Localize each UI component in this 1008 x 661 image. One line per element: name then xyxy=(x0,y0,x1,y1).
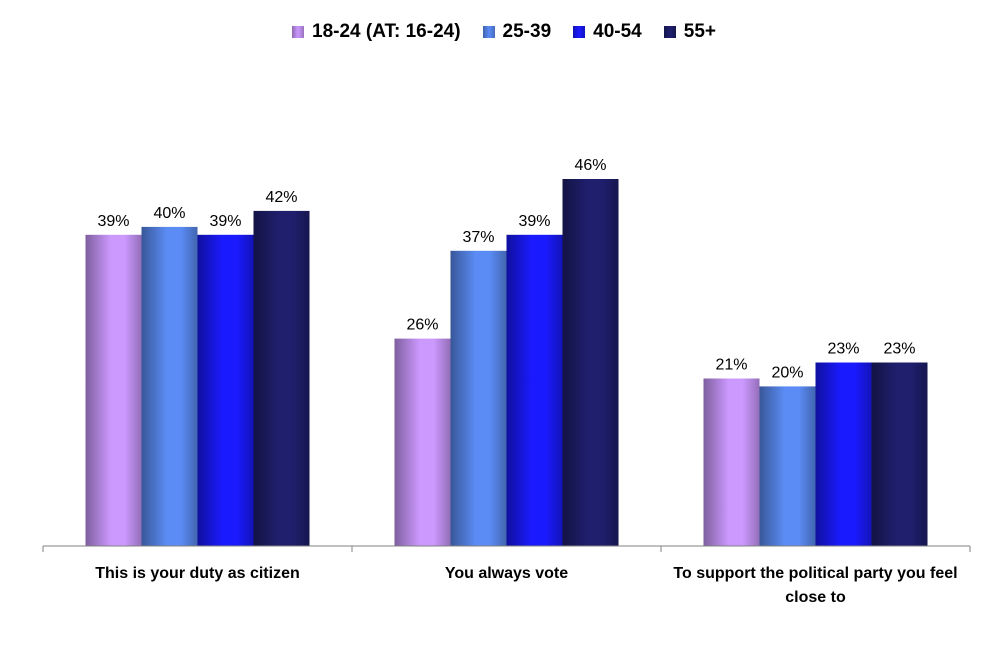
legend-label-18-24: 18-24 (AT: 16-24) xyxy=(312,21,461,42)
bar-c0-s3 xyxy=(253,210,310,546)
value-label-c1-s1: 37% xyxy=(462,229,494,246)
x-axis xyxy=(42,545,971,552)
legend: 18-24 (AT: 16-24) 25-39 40-54 55+ xyxy=(0,18,1008,46)
bar-c0-s0 xyxy=(85,234,142,547)
bars-group: 39% 40% 39% 42% 26% 37% 39% 46% 21% 20% 23% 23% xyxy=(85,157,928,547)
bar-c1-s0 xyxy=(394,338,451,546)
legend-item-40-54: 40-54 xyxy=(573,21,642,43)
value-label-c2-s1: 20% xyxy=(771,364,803,381)
bar-c2-s0 xyxy=(703,378,760,546)
value-label-c2-s3: 23% xyxy=(883,341,915,358)
legend-item-55-plus: 55+ xyxy=(663,21,716,43)
value-label-c1-s0: 26% xyxy=(406,317,438,334)
bar-c2-s2 xyxy=(815,362,872,546)
value-label-c2-s2: 23% xyxy=(827,341,859,358)
legend-item-25-39: 25-39 xyxy=(482,21,552,43)
legend-swatch-25-39 xyxy=(482,26,495,38)
value-label-c0-s2: 39% xyxy=(209,213,241,230)
value-label-c0-s0: 39% xyxy=(97,213,129,230)
value-label-c0-s3: 42% xyxy=(265,189,297,206)
bar-c2-s3 xyxy=(871,362,928,546)
legend-item-18-24: 18-24 (AT: 16-24) xyxy=(292,21,461,43)
legend-label-25-39: 25-39 xyxy=(502,21,552,42)
value-label-c1-s3: 46% xyxy=(574,157,606,174)
bar-c1-s2 xyxy=(506,234,563,547)
legend-swatch-40-54 xyxy=(573,26,586,38)
value-label-c2-s0: 21% xyxy=(715,357,747,374)
bar-c1-s1 xyxy=(450,250,507,547)
legend-swatch-55-plus xyxy=(663,26,676,38)
value-label-c1-s2: 39% xyxy=(518,213,550,230)
legend-label-55-plus: 55+ xyxy=(683,21,716,42)
bar-c0-s1 xyxy=(141,226,198,546)
category-label-support-party: To support the political party you feel … xyxy=(673,565,958,606)
bar-c0-s2 xyxy=(197,234,254,547)
bar-c1-s3 xyxy=(562,179,619,546)
value-label-c0-s1: 40% xyxy=(153,205,185,222)
category-label-always-vote: You always vote xyxy=(444,565,569,582)
bar-c2-s1 xyxy=(759,386,816,546)
legend-swatch-18-24 xyxy=(292,26,304,38)
category-label-duty: This is your duty as citizen xyxy=(95,565,300,582)
legend-label-40-54: 40-54 xyxy=(593,21,642,42)
